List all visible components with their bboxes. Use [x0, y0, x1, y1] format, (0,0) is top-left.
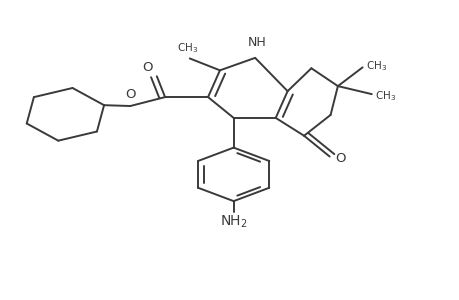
Text: CH$_3$: CH$_3$	[375, 89, 396, 103]
Text: O: O	[125, 88, 135, 101]
Text: O: O	[141, 61, 152, 74]
Text: CH$_3$: CH$_3$	[177, 42, 198, 56]
Text: O: O	[335, 152, 345, 164]
Text: NH$_2$: NH$_2$	[219, 214, 247, 230]
Text: NH: NH	[247, 36, 266, 49]
Text: CH$_3$: CH$_3$	[365, 59, 386, 73]
